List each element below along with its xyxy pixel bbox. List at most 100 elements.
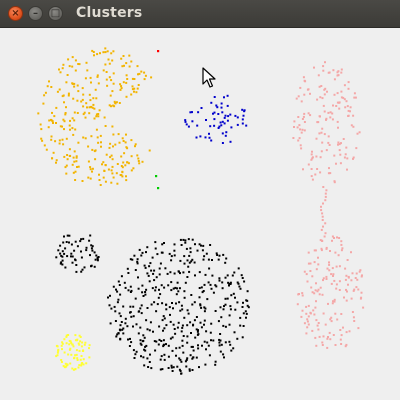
data-point (65, 342, 68, 345)
data-point (99, 52, 101, 55)
data-point (188, 270, 191, 273)
data-point (171, 336, 174, 339)
data-point (76, 166, 78, 168)
data-point (195, 356, 198, 359)
data-point (161, 302, 164, 305)
data-point (315, 282, 317, 285)
data-point (229, 283, 232, 285)
data-point (110, 52, 113, 55)
data-point (221, 281, 224, 284)
data-point (107, 296, 109, 299)
data-point (109, 142, 112, 145)
data-point (178, 287, 181, 290)
data-point (124, 141, 127, 144)
data-point (144, 345, 147, 348)
data-point (98, 179, 101, 181)
data-point (144, 293, 147, 296)
data-point (119, 324, 122, 327)
data-point (310, 168, 313, 170)
data-point (119, 315, 122, 318)
data-point (141, 340, 144, 343)
data-point (334, 251, 337, 254)
data-point (317, 288, 320, 291)
data-point (162, 315, 165, 318)
data-point (67, 94, 70, 97)
data-point (130, 60, 133, 63)
data-point (159, 358, 162, 361)
data-point (187, 312, 190, 315)
data-point (327, 336, 329, 338)
data-point (76, 112, 79, 114)
data-point (155, 340, 158, 343)
data-point (129, 305, 132, 308)
data-point (89, 166, 92, 169)
title-bar[interactable]: × – □ Clusters (0, 0, 400, 28)
data-point (241, 277, 244, 279)
data-point (141, 251, 144, 254)
data-point (112, 82, 115, 85)
data-point (208, 132, 210, 135)
data-point (106, 84, 109, 87)
data-point (218, 344, 221, 347)
data-point (173, 254, 176, 257)
data-point (65, 137, 68, 140)
data-point (122, 161, 125, 164)
data-point (177, 290, 180, 293)
data-point (44, 91, 47, 94)
data-point (301, 292, 304, 295)
data-point (48, 119, 51, 122)
data-point (62, 63, 65, 66)
data-point (81, 341, 84, 344)
data-point (191, 303, 194, 306)
data-point (203, 306, 206, 309)
data-point (100, 141, 102, 144)
data-point (112, 133, 115, 136)
data-point (124, 322, 127, 325)
data-point (65, 241, 68, 243)
data-point (126, 267, 129, 270)
data-point (51, 120, 54, 123)
data-point (322, 104, 325, 107)
data-point (223, 116, 226, 119)
data-point (297, 95, 300, 98)
data-point (302, 168, 304, 171)
data-point (131, 258, 134, 261)
minimize-button[interactable]: – (28, 6, 43, 21)
data-point (196, 249, 199, 252)
data-point (143, 71, 146, 74)
data-point (184, 281, 187, 284)
data-point (110, 154, 113, 157)
red-point (157, 50, 160, 53)
data-point (209, 244, 212, 246)
data-point (72, 345, 75, 348)
data-point (213, 96, 216, 98)
data-point (160, 251, 163, 254)
data-point (63, 128, 65, 131)
data-point (104, 47, 107, 50)
data-point (228, 282, 231, 285)
data-point (61, 125, 63, 128)
data-point (123, 152, 126, 155)
data-point (183, 316, 186, 319)
data-point (117, 332, 120, 335)
data-point (352, 156, 355, 159)
data-point (359, 269, 362, 272)
data-point (161, 319, 164, 322)
data-point (231, 274, 234, 277)
cluster-canvas[interactable] (0, 28, 400, 400)
data-point (318, 293, 321, 296)
data-point (95, 97, 98, 100)
data-point (296, 126, 299, 129)
data-point (140, 304, 143, 307)
data-point (96, 74, 99, 77)
data-point (324, 222, 327, 225)
close-button[interactable]: × (8, 6, 23, 21)
data-point (347, 115, 350, 117)
data-point (295, 97, 298, 100)
data-point (80, 270, 83, 273)
data-point (114, 102, 117, 104)
data-point (327, 172, 330, 175)
maximize-button[interactable]: □ (48, 6, 63, 21)
data-point (147, 366, 150, 368)
data-point (325, 189, 328, 192)
